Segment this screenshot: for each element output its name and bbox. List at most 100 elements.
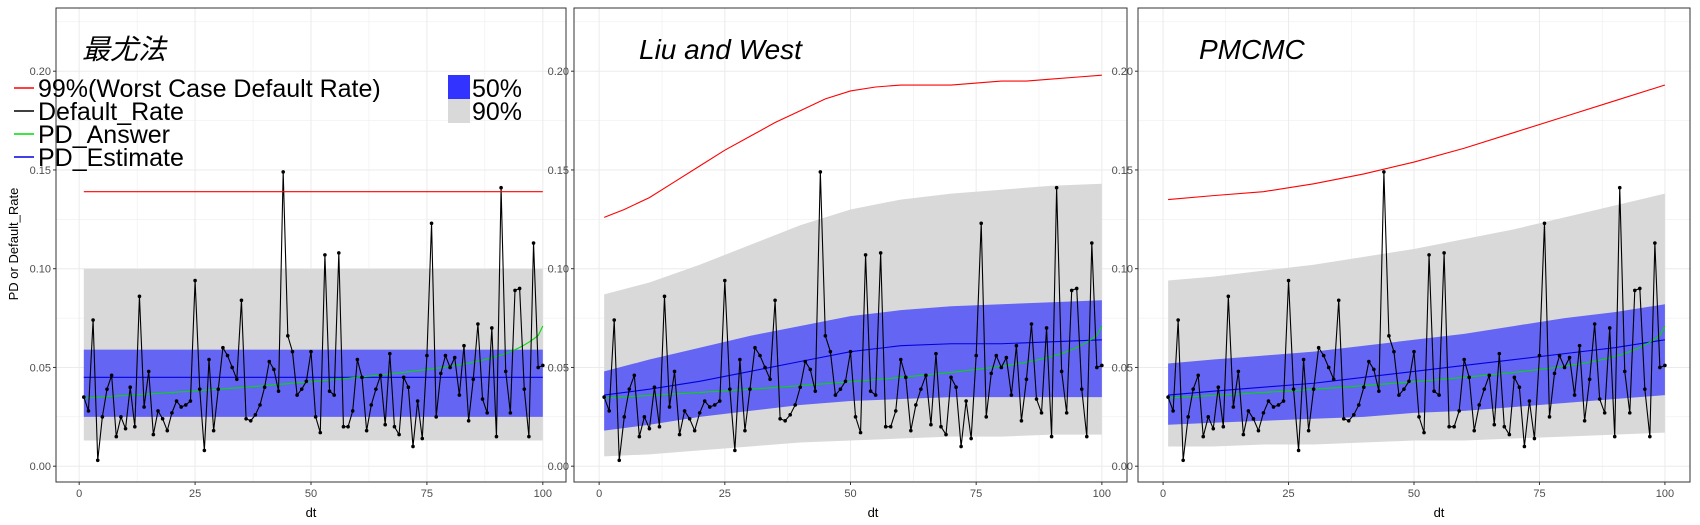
default-rate-point [712,403,717,407]
default-rate-point [522,387,527,391]
default-rate-point [184,403,188,407]
default-rate-point [662,294,667,299]
default-rate-point [480,397,485,401]
default-rate-point [738,357,742,362]
default-rate-point [197,387,202,391]
legend-item-default-rate: Default_Rate [14,98,184,126]
default-rate-point [105,387,109,391]
legend-label-pd-estimate: PD_Estimate [38,144,184,172]
default-rate-point [1241,432,1246,437]
legend-item-worst-case: 99%(Worst Case Default Rate) [14,75,381,103]
default-rate-point [979,221,984,226]
default-rate-point [1638,286,1642,291]
x-tick-label-pmcmc: 100 [1656,488,1674,500]
y-tick-label-pmcmc: 0.05 [1112,362,1133,374]
default-rate-point [617,458,622,463]
x-tick-label-ml: 25 [189,488,201,500]
default-rate-point [462,343,466,348]
default-rate-point [1100,363,1104,368]
default-rate-point [723,278,727,283]
default-rate-point [1487,373,1492,378]
default-rate-point [1653,241,1657,245]
default-rate-point [1346,418,1351,423]
panel-pmcmc: 0 25 50 75 100 0.00 0.05 0.10 0.15 0.20 PMCMC [1112,7,1691,500]
default-rate-point [914,403,918,407]
x-tick-label-pmcmc: 25 [1282,488,1294,500]
legend-item-band50: 50% [448,75,522,103]
default-rate-point [622,415,627,419]
default-rate-point [1532,436,1537,441]
default-rate-point [1054,185,1059,190]
y-tick-label-liu-west: 0.10 [548,264,569,276]
default-rate-point [753,345,757,350]
default-rate-point [1049,434,1054,439]
default-rate-point [647,426,652,431]
default-rate-point [657,424,662,429]
default-rate-point [1256,428,1261,433]
default-rate-point [235,377,239,382]
default-rate-point [1326,365,1331,370]
default-rate-point [1171,409,1175,413]
legend-label-band50: 50% [472,75,522,103]
default-rate-point [1512,375,1517,380]
panel-liu-west: 0 25 50 75 100 0.00 0.05 0.10 0.15 0.20 Liu and W… [548,7,1128,500]
default-rate-point [878,251,883,255]
default-rate-point [1617,185,1622,190]
default-rate-point [1351,413,1356,417]
default-rate-point [1004,355,1009,360]
default-rate-point [763,365,767,370]
default-rate-point [1557,353,1562,358]
default-rate-point [471,377,476,382]
default-rate-point [225,353,230,358]
default-rate-point [692,428,697,433]
default-rate-point [773,298,777,303]
default-rate-point [848,349,853,354]
default-rate-point [170,411,174,415]
default-rate-point [1246,409,1251,413]
panel-liu-west-plot: 0 25 50 75 100 0.00 0.05 0.10 0.15 0.20 [548,7,1128,500]
default-rate-point [652,385,657,390]
default-rate-point [1627,411,1632,415]
y-tick-label-ml: 0.05 [30,362,51,374]
legend-label-band90: 90% [472,98,522,126]
default-rate-point [853,415,858,419]
default-rate-point [1437,393,1441,397]
default-rate-point [1572,393,1577,397]
y-tick-label-ml: 0.10 [30,264,51,276]
panel-pmcmc-title: PMCMC [1199,34,1306,65]
default-rate-point [1291,387,1296,391]
default-rate-point [1633,288,1637,293]
default-rate-point [378,373,383,378]
default-rate-point [1392,349,1396,354]
default-rate-point [1527,399,1532,403]
default-rate-point [1577,343,1582,348]
default-rate-point [327,389,332,393]
default-rate-point [114,434,119,439]
worst-case-line [1168,84,1666,201]
default-rate-point [165,428,170,433]
default-rate-point [1019,418,1024,423]
default-rate-point [1452,424,1456,429]
default-rate-point [1251,417,1256,421]
legend-label-worst-case: 99%(Worst Case Default Rate) [38,75,381,103]
default-rate-point [448,365,452,370]
default-rate-point [1226,294,1231,299]
default-rate-point [499,185,503,190]
default-rate-point [276,389,281,393]
default-rate-point [1457,409,1461,413]
default-rate-point [1191,387,1195,391]
default-rate-point [494,434,499,439]
default-rate-point [341,424,346,429]
default-rate-point [392,424,397,429]
default-rate-point [949,375,953,380]
default-rate-point [1517,385,1522,390]
default-rate-point [1607,326,1612,330]
default-rate-point [1562,365,1567,370]
default-rate-point [818,170,823,174]
default-rate-point [1372,367,1376,372]
x-tick-label-liu-west: 25 [719,488,731,500]
default-rate-point [1582,418,1587,423]
default-rate-point [627,387,632,391]
default-rate-point [838,387,843,391]
default-rate-point [1397,393,1401,397]
